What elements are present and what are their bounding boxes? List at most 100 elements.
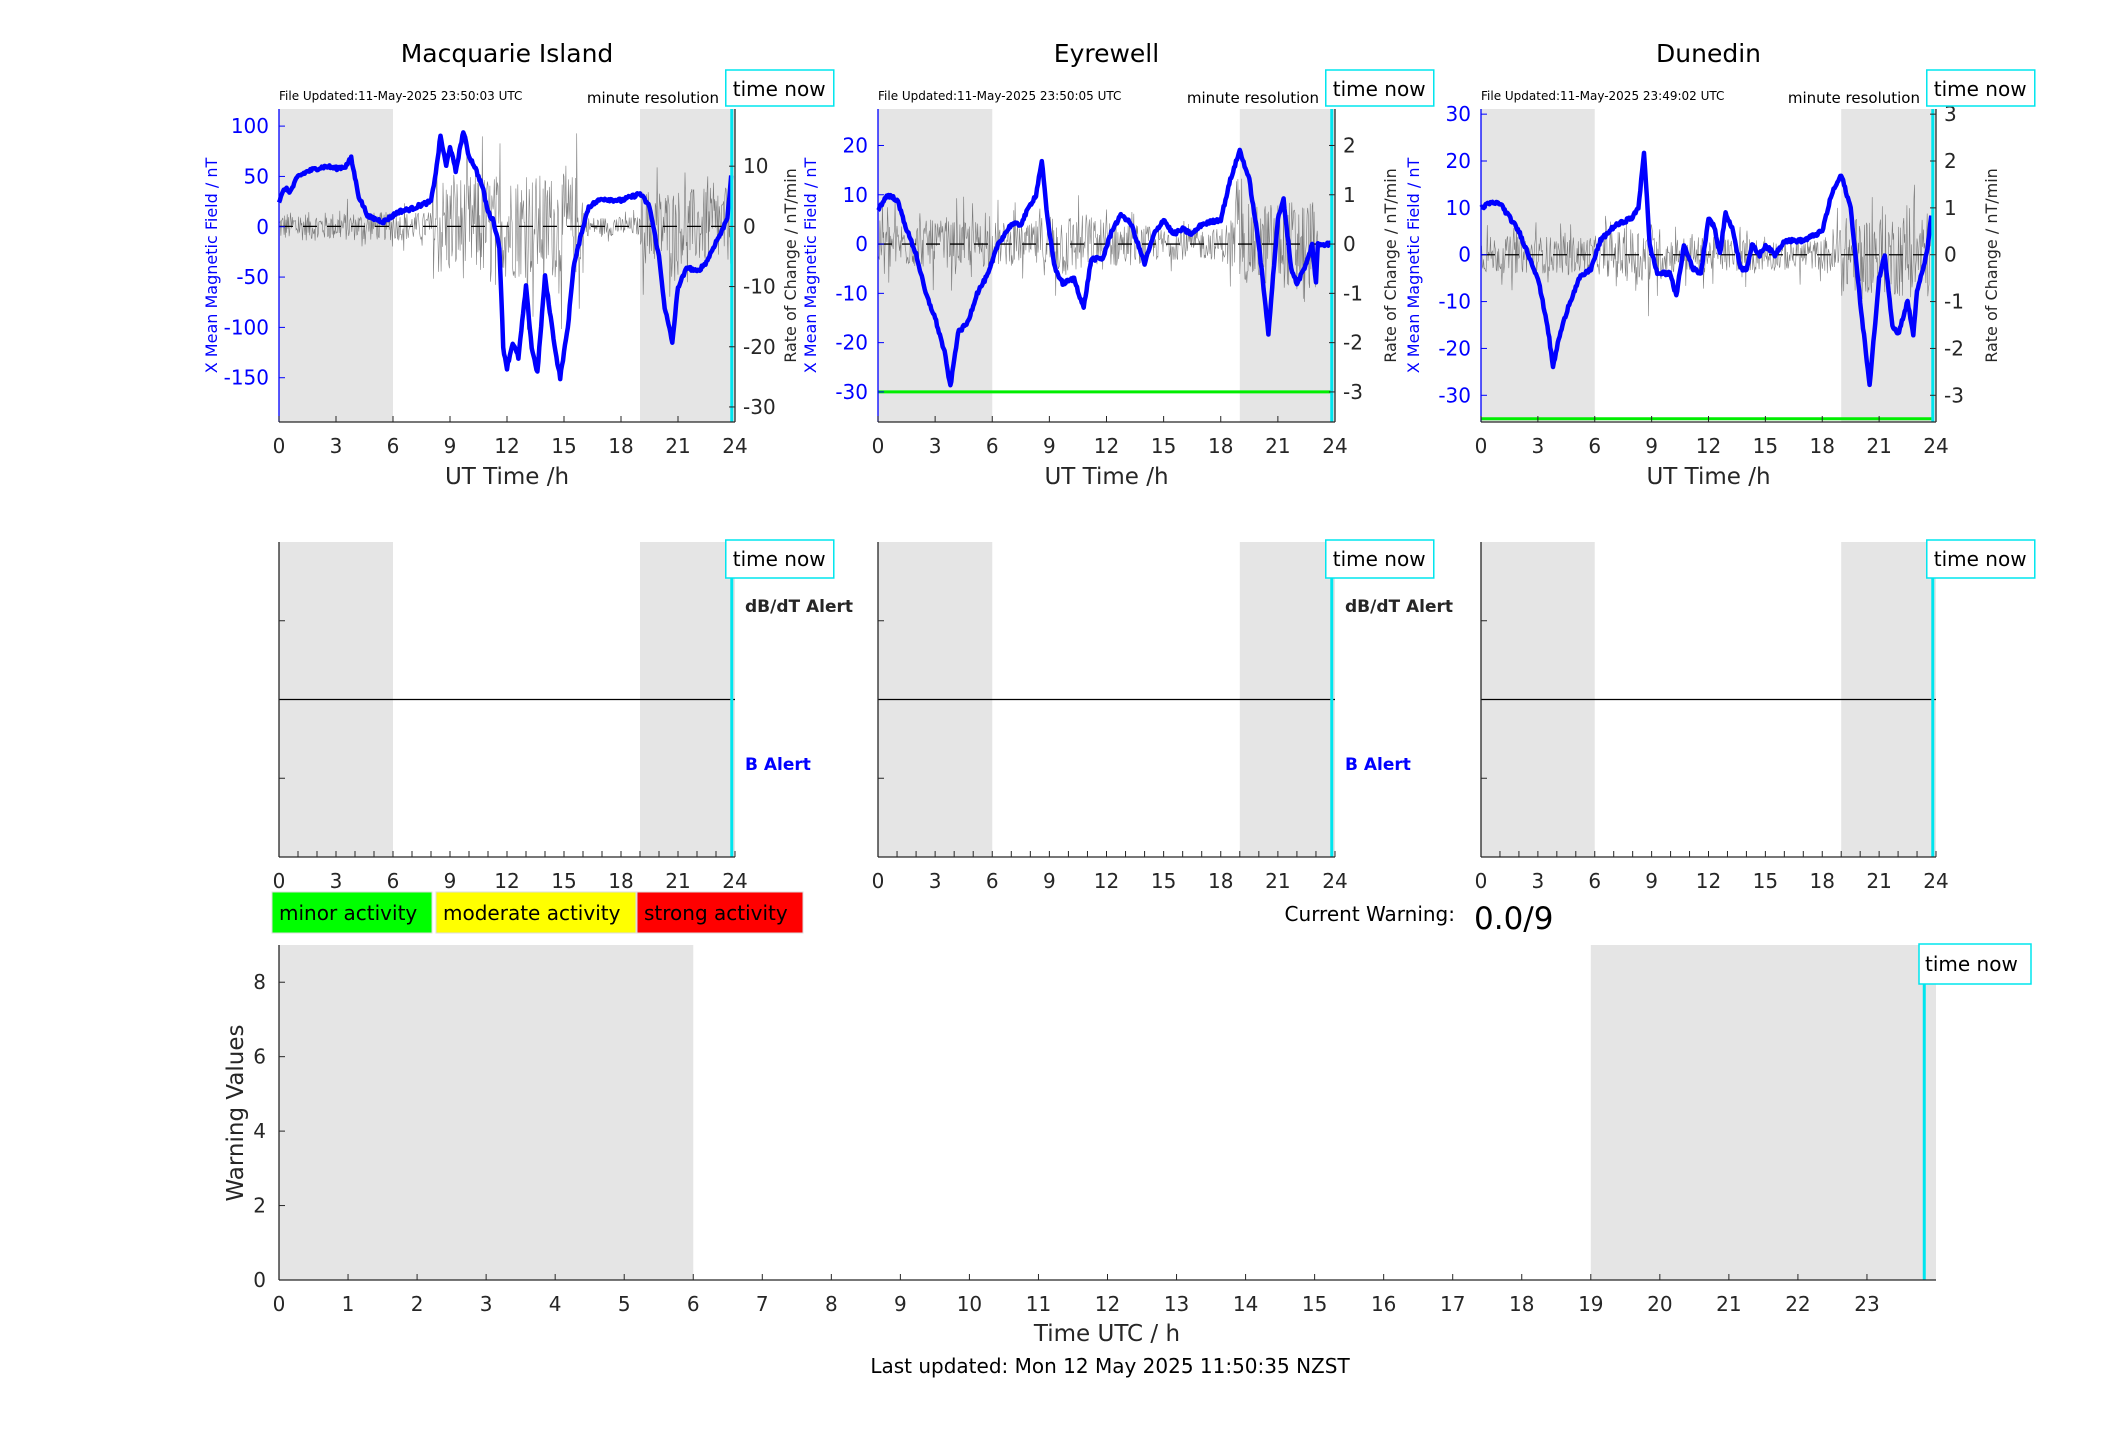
time-now-box: time now [1926,69,2036,107]
legend-swatch-minor [271,891,433,934]
x-tick-label: 24 [722,434,747,458]
x-tick-label: 18 [1810,434,1835,458]
y2-tick-label: -2 [1343,331,1363,355]
time-now-label: time now [1934,77,2027,101]
y2-tick-label: 0 [1944,243,1957,267]
station-panel-1: Eyrewell File Updated:11-May-2025 23:50:0… [801,39,1453,893]
activity-legend: minor activity moderate activity strong ac… [271,891,804,934]
time-now-box: time now [725,539,835,579]
x-tick-label: 0 [1475,434,1488,458]
x-tick-label: 7 [756,1292,769,1316]
time-now-box-frame [725,69,835,107]
magnetic-field-line [276,130,734,382]
time-now-box-frame [1926,69,2036,107]
x-tick-label: 6 [387,869,400,893]
y-tick-label: -10 [835,281,868,305]
night-shading [279,109,393,422]
y2-tick-label: 0 [743,214,756,238]
resolution-label: minute resolution [587,89,719,107]
x-tick-label: 18 [1208,869,1233,893]
y2-tick-label: -3 [1343,380,1363,404]
current-warning-value: 0.0/9 [1474,901,1553,937]
y-tick-label: 0 [1458,243,1471,267]
time-now-box: time now [1918,943,2032,985]
time-now-label: time now [1925,952,2018,976]
x-tick-label: 15 [1753,869,1778,893]
y-tick-label: 4 [253,1119,266,1143]
x-tick-label: 3 [929,869,942,893]
station-title: Eyrewell [1054,39,1159,68]
x-tick-label: 6 [1588,434,1601,458]
y2-tick-label: -3 [1944,383,1964,407]
file-updated-text: File Updated:11-May-2025 23:49:02 UTC [1481,89,1724,103]
x-tick-label: 19 [1578,1292,1603,1316]
y2-tick-label: -1 [1343,281,1363,305]
x-tick-label: 24 [1322,869,1347,893]
x-tick-label: 15 [1151,434,1176,458]
x-tick-label: 12 [1094,434,1119,458]
legend-label: minor activity [279,901,417,925]
x-tick-label: 21 [1265,434,1290,458]
y-tick-label: -50 [236,265,269,289]
dbdt-alert-label: dB/dT Alert [1345,597,1453,617]
time-now-label: time now [733,547,826,571]
y2-tick-label: 2 [1343,133,1356,157]
y-tick-label: -20 [1438,336,1471,360]
x-tick-label: 12 [1696,434,1721,458]
time-now-box-frame [725,539,835,579]
y-tick-label: -150 [224,366,269,390]
x-tick-label: 3 [330,434,343,458]
y2-tick-label: -1 [1944,290,1964,314]
x-axis-label: Time UTC / h [1033,1321,1180,1347]
b-alert-label: B Alert [1345,755,1411,775]
magnetic-field-line [1479,150,1934,388]
x-tick-label: 13 [1164,1292,1189,1316]
x-tick-label: 18 [608,869,633,893]
y-tick-label: 0 [855,232,868,256]
time-now-box-frame [1926,539,2036,579]
y-tick-label: 100 [231,114,269,138]
x-tick-label: 12 [494,434,519,458]
x-tick-label: 16 [1371,1292,1396,1316]
x-tick-label: 4 [549,1292,562,1316]
y2-axis-label: Rate of Change / nT/min [1381,168,1400,363]
x-tick-label: 3 [1532,434,1545,458]
y-tick-label: 30 [1446,102,1471,126]
y2-tick-label: 0 [1343,232,1356,256]
night-shading [1590,945,1936,1280]
y-tick-label: -20 [835,331,868,355]
alert-plot: 0 3 6 9 12 15 18 21 24 dB/dT Alert B Alert time now [273,539,853,893]
x-tick-label: 10 [957,1292,982,1316]
x-tick-label: 9 [894,1292,907,1316]
alert-plot: 0 3 6 9 12 15 18 21 24 time now [1475,539,2036,893]
x-tick-label: 8 [825,1292,838,1316]
time-now-box: time now [1325,539,1435,579]
x-tick-label: 5 [618,1292,631,1316]
x-tick-label: 6 [687,1292,700,1316]
y-tick-label: 10 [843,183,868,207]
x-tick-label: 21 [1866,869,1891,893]
x-tick-label: 6 [986,869,999,893]
x-tick-label: 9 [1645,434,1658,458]
y-axis-label: X Mean Magnetic Field / nT [801,158,820,374]
x-tick-label: 1 [342,1292,355,1316]
y2-axis-label: Rate of Change / nT/min [781,168,800,363]
x-tick-label: 12 [1094,869,1119,893]
x-tick-label: 24 [1923,869,1948,893]
x-tick-label: 3 [480,1292,493,1316]
y-axis-label: Warning Values [223,1024,249,1201]
x-tick-label: 6 [986,434,999,458]
station-title: Macquarie Island [401,39,614,68]
time-now-label: time now [1333,77,1426,101]
night-shading [279,945,694,1280]
time-now-box-frame [1918,943,2032,985]
b-alert-label: B Alert [745,755,811,775]
y2-tick-label: 3 [1944,102,1957,126]
station-panel-2: Dunedin File Updated:11-May-2025 23:49:02… [1404,39,2036,893]
x-tick-label: 0 [273,434,286,458]
current-warning-label: Current Warning: [1285,902,1455,926]
station-title: Dunedin [1656,39,1761,68]
x-tick-label: 24 [1923,434,1948,458]
